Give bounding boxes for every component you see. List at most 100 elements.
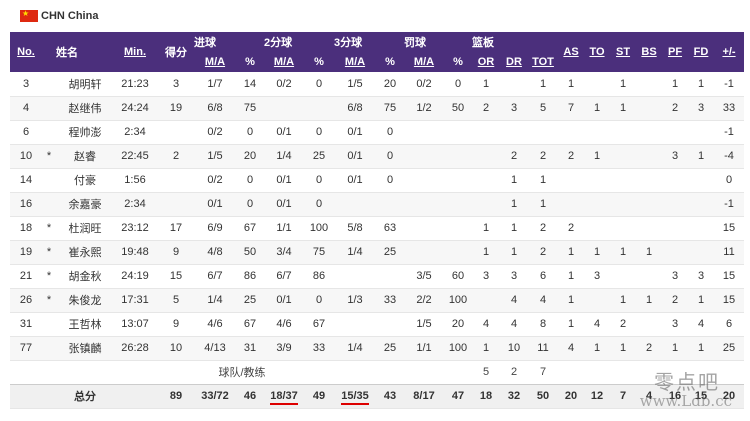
cell-or: 1 bbox=[482, 77, 490, 90]
cell-bs: 2 bbox=[645, 342, 653, 354]
header-sub-row: M/A % M/A % M/A % M/A % OR DR TOT bbox=[10, 52, 744, 72]
col-bs[interactable]: BS bbox=[636, 32, 663, 72]
cell-name[interactable]: 程帅澎 bbox=[68, 127, 102, 139]
cell-to bbox=[584, 120, 610, 144]
col-to[interactable]: TO bbox=[584, 32, 611, 72]
cell-plus-minus: 0 bbox=[725, 174, 733, 186]
cell-name[interactable]: 余嘉豪 bbox=[68, 199, 102, 211]
col-3p-pct[interactable]: % bbox=[376, 52, 404, 72]
cell-2p-pct: 0 bbox=[315, 198, 323, 210]
header-group-row: No. 姓名 Min. 得分 进球 2分球 3分球 罚球 篮板 AS TO ST… bbox=[10, 32, 745, 72]
cell-bs bbox=[636, 312, 662, 336]
cell-to: 1 bbox=[593, 102, 601, 114]
cell-fg-pct: 0 bbox=[246, 198, 254, 210]
cell-to: 3 bbox=[593, 270, 601, 282]
cell-plus-minus: 33 bbox=[722, 102, 736, 114]
cell-name[interactable]: 朱俊龙 bbox=[68, 295, 102, 307]
cell-fg-ma: 4/13 bbox=[204, 342, 226, 354]
cell-3p-pct bbox=[376, 192, 404, 216]
cell-pf: 3 bbox=[671, 318, 679, 330]
col-no[interactable]: No. bbox=[10, 32, 42, 72]
col-2p-ma[interactable]: M/A bbox=[264, 52, 304, 72]
cell-as: 1 bbox=[567, 246, 575, 258]
cell-pts: 19 bbox=[169, 102, 183, 114]
col-pts[interactable]: 得分 bbox=[158, 32, 194, 72]
total-ft-ma: 8/17 bbox=[404, 383, 444, 408]
col-as[interactable]: AS bbox=[558, 32, 585, 72]
cell-fd: 3 bbox=[697, 270, 705, 282]
player-row: 3 胡明轩 21:23 3 1/7 14 0/2 0 1/5 20 0/2 0 1 1 1 1 1 1 -1 bbox=[10, 72, 745, 96]
cell-name[interactable]: 杜润旺 bbox=[68, 223, 102, 235]
cell-to bbox=[584, 288, 610, 312]
cell-ft-pct bbox=[444, 120, 472, 144]
cell-st: 1 bbox=[619, 246, 627, 258]
cell-no: 10 bbox=[19, 150, 33, 162]
cell-no: 3 bbox=[22, 77, 30, 90]
cell-2p-ma: 0/1 bbox=[276, 174, 292, 186]
cell-or: 1 bbox=[482, 342, 490, 354]
player-row: 31 王哲林 13:07 9 4/6 67 4/6 67 1/5 20 4 4 8 1 4 2 3 4 6 bbox=[10, 312, 745, 336]
cell-min: 22:45 bbox=[121, 150, 149, 162]
total-st: 7 bbox=[610, 383, 637, 408]
cell-dr: 10 bbox=[507, 342, 521, 354]
cell-to: 1 bbox=[593, 150, 601, 162]
cell-name[interactable]: 王哲林 bbox=[68, 319, 102, 331]
cell-name[interactable]: 赵睿 bbox=[74, 151, 96, 163]
cell-fd: 1 bbox=[697, 342, 705, 354]
cell-2p-pct: 67 bbox=[312, 318, 326, 330]
col-min[interactable]: Min. bbox=[112, 32, 158, 72]
cell-2p-ma: 3/4 bbox=[276, 246, 292, 258]
cell-3p-ma: 0/1 bbox=[347, 174, 363, 186]
cell-name[interactable]: 张镇麟 bbox=[68, 343, 102, 355]
cell-ft-pct: 100 bbox=[448, 294, 468, 306]
cell-or: 3 bbox=[482, 270, 490, 282]
col-name[interactable]: 姓名 bbox=[56, 32, 112, 72]
cell-pts: 10 bbox=[169, 342, 183, 354]
cell-tot: 1 bbox=[539, 77, 547, 90]
col-ft-pct[interactable]: % bbox=[444, 52, 472, 72]
col-pf[interactable]: PF bbox=[662, 32, 689, 72]
cell-tot: 1 bbox=[539, 198, 547, 210]
cell-ft-ma bbox=[404, 168, 444, 192]
cell-fg-pct: 14 bbox=[243, 77, 257, 90]
team-or: 5 bbox=[482, 366, 490, 378]
cell-name[interactable]: 崔永熙 bbox=[68, 247, 102, 259]
col-3p-ma[interactable]: M/A bbox=[334, 52, 376, 72]
cell-fd: 1 bbox=[697, 77, 705, 90]
cell-name[interactable]: 赵继伟 bbox=[68, 103, 102, 115]
cell-or: 1 bbox=[482, 222, 490, 234]
cell-no: 26 bbox=[19, 294, 33, 306]
col-fd[interactable]: FD bbox=[688, 32, 715, 72]
cell-3p-ma bbox=[334, 312, 376, 336]
cell-name[interactable]: 付豪 bbox=[74, 175, 96, 187]
col-st[interactable]: ST bbox=[610, 32, 637, 72]
cell-or bbox=[472, 144, 500, 168]
cell-min: 19:48 bbox=[121, 246, 149, 258]
cell-tot: 6 bbox=[539, 270, 547, 282]
cell-2p-pct bbox=[304, 96, 334, 120]
cell-3p-ma: 1/4 bbox=[347, 246, 363, 258]
total-2p-ma: 18/37 bbox=[264, 383, 304, 408]
col-or[interactable]: OR bbox=[472, 52, 500, 72]
col-plus-minus[interactable]: +/- bbox=[714, 32, 745, 72]
cell-ft-ma bbox=[404, 120, 444, 144]
cell-pf bbox=[662, 168, 688, 192]
cell-pf: 2 bbox=[671, 102, 679, 114]
player-row: 4 赵继伟 24:24 19 6/8 75 6/8 75 1/2 50 2 3 5 7 1 1 2 3 33 bbox=[10, 96, 745, 120]
cell-pf: 3 bbox=[671, 150, 679, 162]
col-ft-ma[interactable]: M/A bbox=[404, 52, 444, 72]
col-2p-pct[interactable]: % bbox=[304, 52, 334, 72]
col-tot[interactable]: TOT bbox=[528, 52, 559, 72]
cell-3p-ma: 1/5 bbox=[347, 77, 363, 90]
col-fg-pct[interactable]: % bbox=[236, 52, 264, 72]
watermark: 零点吧 www.Ldb.cc bbox=[632, 366, 736, 412]
col-fg-ma[interactable]: M/A bbox=[194, 52, 236, 72]
cell-name[interactable]: 胡金秋 bbox=[68, 271, 102, 283]
col-dr[interactable]: DR bbox=[500, 52, 528, 72]
cell-min: 13:07 bbox=[121, 318, 149, 330]
cell-ft-ma bbox=[404, 216, 444, 240]
cell-name[interactable]: 胡明轩 bbox=[68, 78, 102, 91]
cell-ft-pct: 0 bbox=[454, 77, 462, 90]
cell-3p-ma: 6/8 bbox=[347, 102, 363, 114]
total-bs: 4 bbox=[636, 383, 663, 408]
